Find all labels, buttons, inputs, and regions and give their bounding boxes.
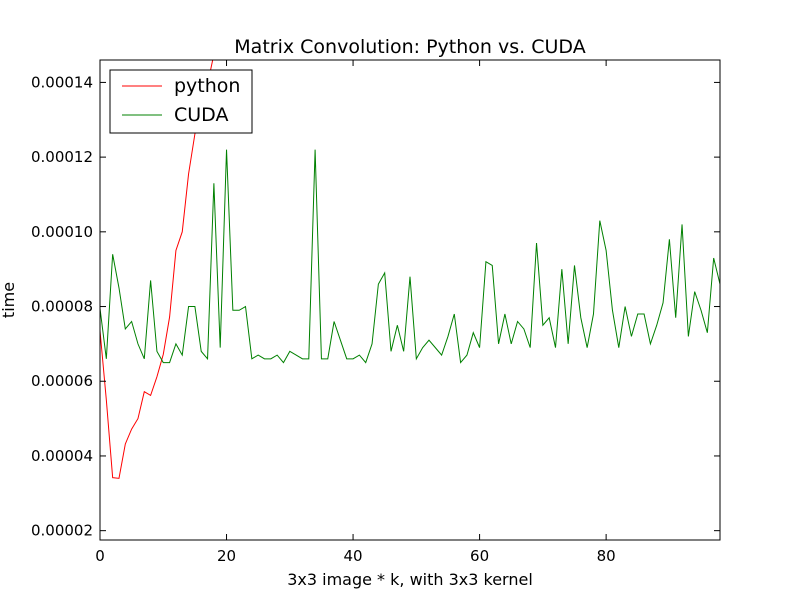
series-line-python: [100, 60, 214, 479]
x-tick-label: 0: [95, 547, 105, 565]
y-tick-label: 0.00012: [31, 148, 93, 166]
y-axis-label: time: [0, 282, 18, 318]
y-tick-label: 0.00004: [31, 447, 93, 465]
series-line-cuda: [100, 149, 720, 364]
series-layer: [100, 60, 720, 479]
legend-box: [109, 69, 253, 134]
legend: python CUDA: [109, 69, 253, 134]
y-tick-label: 0.00002: [31, 522, 93, 540]
y-tick-label: 0.00014: [31, 73, 93, 91]
y-tick-label: 0.00008: [31, 298, 93, 316]
x-axis-label: 3x3 image * k, with 3x3 kernel: [287, 570, 533, 589]
legend-label-python: python: [174, 75, 240, 97]
y-axis: 0.00002 0.00004 0.00006 0.00008 0.00010 0.000…: [31, 73, 720, 540]
plot-frame: [99, 59, 721, 541]
y-tick-label: 0.00010: [31, 223, 93, 241]
y-tick-label: 0.00006: [31, 372, 93, 390]
x-tick-label: 60: [470, 547, 489, 565]
x-tick-label: 80: [597, 547, 616, 565]
x-axis: 0 20 40 60 80: [95, 60, 616, 565]
legend-label-cuda: CUDA: [174, 104, 228, 126]
x-tick-label: 40: [344, 547, 363, 565]
chart-title: Matrix Convolution: Python vs. CUDA: [234, 36, 585, 58]
x-tick-label: 20: [217, 547, 236, 565]
